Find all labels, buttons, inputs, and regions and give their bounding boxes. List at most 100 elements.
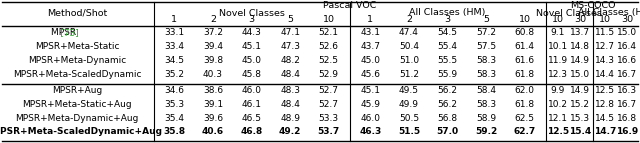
Text: 3: 3: [248, 15, 255, 24]
Text: MPSR+Meta-ScaledDynamic: MPSR+Meta-ScaledDynamic: [13, 70, 141, 79]
Text: 40.6: 40.6: [202, 128, 224, 137]
Text: 57.5: 57.5: [476, 42, 496, 51]
Text: 15.4: 15.4: [569, 128, 591, 137]
Text: 38.6: 38.6: [203, 86, 223, 95]
Text: 15.3: 15.3: [570, 114, 590, 123]
Text: 52.9: 52.9: [319, 70, 339, 79]
Text: 16.4: 16.4: [617, 42, 637, 51]
Text: 52.1: 52.1: [319, 28, 339, 37]
Text: 56.8: 56.8: [437, 114, 458, 123]
Text: 47.1: 47.1: [280, 28, 300, 37]
Text: 50.4: 50.4: [399, 42, 419, 51]
Text: 43.7: 43.7: [360, 42, 380, 51]
Text: 52.7: 52.7: [319, 100, 339, 109]
Text: 52.6: 52.6: [319, 42, 339, 51]
Text: 45.6: 45.6: [360, 70, 380, 79]
Text: 49.5: 49.5: [399, 86, 419, 95]
Text: 62.0: 62.0: [515, 86, 534, 95]
Text: 12.1: 12.1: [548, 114, 568, 123]
Text: 45.1: 45.1: [241, 42, 262, 51]
Text: 48.9: 48.9: [280, 114, 300, 123]
Text: 56.2: 56.2: [438, 100, 458, 109]
Text: 61.8: 61.8: [515, 100, 535, 109]
Text: 53.7: 53.7: [317, 128, 340, 137]
Text: 40.3: 40.3: [203, 70, 223, 79]
Text: 2: 2: [210, 15, 216, 24]
Text: 1: 1: [172, 15, 177, 24]
Text: MS-COCO: MS-COCO: [570, 1, 615, 10]
Text: 54.5: 54.5: [438, 28, 458, 37]
Text: MPSR+Aug: MPSR+Aug: [52, 86, 102, 95]
Text: 47.4: 47.4: [399, 28, 419, 37]
Text: 14.9: 14.9: [570, 56, 590, 65]
Text: All Classes (HM): All Classes (HM): [410, 8, 486, 17]
Text: Novel Classes: Novel Classes: [536, 8, 602, 17]
Text: 11.9: 11.9: [548, 56, 568, 65]
Text: 45.8: 45.8: [241, 70, 262, 79]
Text: 16.9: 16.9: [616, 128, 638, 137]
Text: 12.5: 12.5: [547, 128, 569, 137]
Text: 47.3: 47.3: [280, 42, 300, 51]
Text: 10.1: 10.1: [548, 42, 568, 51]
Text: 48.3: 48.3: [280, 86, 300, 95]
Text: 14.9: 14.9: [570, 86, 590, 95]
Text: 12.8: 12.8: [595, 100, 615, 109]
Text: 14.5: 14.5: [595, 114, 615, 123]
Text: 58.3: 58.3: [476, 100, 496, 109]
Text: 62.5: 62.5: [515, 114, 534, 123]
Text: 37.2: 37.2: [203, 28, 223, 37]
Text: 16.7: 16.7: [617, 100, 637, 109]
Text: 35.4: 35.4: [164, 114, 184, 123]
Text: 14.8: 14.8: [570, 42, 590, 51]
Text: 58.3: 58.3: [476, 70, 496, 79]
Text: MPSR+Meta-Static: MPSR+Meta-Static: [35, 42, 119, 51]
Text: 49.2: 49.2: [279, 128, 301, 137]
Text: 48.2: 48.2: [280, 56, 300, 65]
Text: 14.7: 14.7: [594, 128, 616, 137]
Text: 46.8: 46.8: [241, 128, 262, 137]
Text: 49.9: 49.9: [399, 100, 419, 109]
Text: 16.6: 16.6: [617, 56, 637, 65]
Text: 2: 2: [406, 15, 412, 24]
Text: 39.1: 39.1: [203, 100, 223, 109]
Text: 46.0: 46.0: [360, 114, 380, 123]
Text: 35.2: 35.2: [164, 70, 184, 79]
Text: 10: 10: [552, 15, 564, 24]
Text: 61.4: 61.4: [515, 42, 534, 51]
Text: 46.5: 46.5: [241, 114, 262, 123]
Text: 45.0: 45.0: [360, 56, 380, 65]
Text: 55.5: 55.5: [437, 56, 458, 65]
Text: 58.9: 58.9: [476, 114, 496, 123]
Text: 62.7: 62.7: [513, 128, 536, 137]
Text: 55.9: 55.9: [437, 70, 458, 79]
Text: 33.1: 33.1: [164, 28, 184, 37]
Text: 9.1: 9.1: [551, 28, 565, 37]
Text: 59.2: 59.2: [475, 128, 497, 137]
Text: 10.2: 10.2: [548, 100, 568, 109]
Text: 16.8: 16.8: [617, 114, 637, 123]
Text: 16.7: 16.7: [617, 70, 637, 79]
Text: 52.5: 52.5: [319, 56, 339, 65]
Text: 10: 10: [323, 15, 335, 24]
Text: 39.6: 39.6: [203, 114, 223, 123]
Text: 44.3: 44.3: [241, 28, 261, 37]
Text: 46.1: 46.1: [241, 100, 262, 109]
Text: 30: 30: [621, 15, 633, 24]
Text: 43.1: 43.1: [360, 28, 380, 37]
Text: All Classes (HM): All Classes (HM): [578, 8, 640, 17]
Text: 9.9: 9.9: [551, 86, 565, 95]
Text: 46.0: 46.0: [241, 86, 262, 95]
Text: 10: 10: [599, 15, 611, 24]
Text: MPSR+Meta-Dynamic+Aug: MPSR+Meta-Dynamic+Aug: [15, 114, 139, 123]
Text: 30: 30: [574, 15, 586, 24]
Text: 34.6: 34.6: [164, 86, 184, 95]
Text: 15.0: 15.0: [617, 28, 637, 37]
Text: 51.0: 51.0: [399, 56, 419, 65]
Text: 10: 10: [518, 15, 531, 24]
Text: 34.5: 34.5: [164, 56, 184, 65]
Text: 35.3: 35.3: [164, 100, 184, 109]
Text: 14.4: 14.4: [595, 70, 615, 79]
Text: Pascal VOC: Pascal VOC: [323, 1, 376, 10]
Text: 51.2: 51.2: [399, 70, 419, 79]
Text: Method/Shot: Method/Shot: [47, 8, 107, 17]
